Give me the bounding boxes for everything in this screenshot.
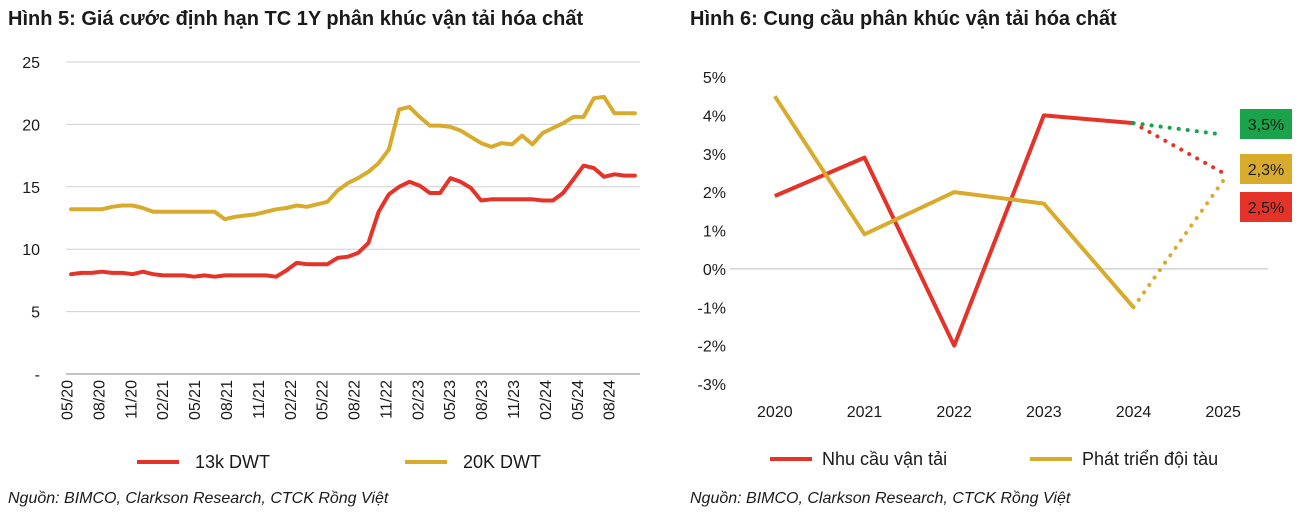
series-line-20k-dwt (69, 94, 637, 222)
legend-label: 13k DWT (195, 452, 270, 472)
series-line-1 (773, 95, 1136, 309)
source-note-left: Nguồn: BIMCO, Clarkson Research, CTCK Rồ… (8, 490, 389, 507)
y-tick-label: 5 (31, 305, 40, 322)
series-forecast-2 (1131, 121, 1226, 137)
x-tick-label: 02/22 (283, 380, 300, 420)
y-tick-label: 25 (22, 55, 40, 72)
x-tick-label: 2024 (1116, 404, 1152, 421)
x-tick-label: 02/23 (410, 380, 427, 420)
x-tick-label: 05/21 (187, 380, 204, 420)
x-tick-label: 11/20 (123, 380, 140, 419)
value-badge-label: 3,5% (1248, 117, 1284, 134)
y-tick-label: -1% (698, 300, 726, 317)
value-badge-label: 2,3% (1248, 162, 1284, 179)
legend-label: Nhu cầu vận tải (822, 449, 947, 469)
x-tick-label: 2025 (1205, 404, 1241, 421)
y-tick-label: 20 (22, 117, 40, 134)
x-tick-label: 08/22 (347, 380, 364, 420)
x-tick-label: 11/21 (251, 380, 268, 419)
y-tick-label: -2% (698, 339, 726, 356)
y-tick-label: - (35, 367, 40, 384)
legend-label: 20K DWT (463, 452, 541, 472)
y-tick-label: 2% (703, 185, 726, 202)
chart-2: -3% -2% -1% 0% 1% 2% 3% 4% 5% 2020 2021 2022 2023 202… (698, 70, 1292, 469)
x-tick-label: 08/20 (91, 380, 108, 420)
x-tick-label: 2021 (847, 404, 883, 421)
y-tick-label: 3% (703, 147, 726, 164)
chart-1: - 5 10 15 20 25 05/20 08/20 11/20 02/21 05/21 08/21… (22, 55, 640, 472)
x-tick-label: 08/21 (219, 380, 236, 420)
x-tick-label: 02/24 (538, 380, 555, 420)
x-tick-label: 11/23 (506, 380, 523, 419)
series-line-0 (774, 113, 1134, 348)
x-tick-label: 08/23 (474, 380, 491, 420)
value-badge (1240, 109, 1292, 139)
series-line-13k-dwt (69, 163, 637, 279)
x-tick-label: 05/22 (315, 380, 332, 420)
x-tick-label: 05/20 (60, 380, 77, 420)
x-tick-label: 05/24 (570, 380, 587, 420)
x-tick-label: 08/24 (602, 380, 619, 420)
x-tick-label: 2022 (936, 404, 972, 421)
series-forecast-0 (1131, 121, 1226, 175)
x-tick-label: 02/21 (155, 380, 172, 420)
y-tick-label: 10 (22, 242, 40, 259)
y-tick-label: 5% (703, 70, 726, 87)
y-tick-label: 1% (703, 224, 726, 241)
source-note-right: Nguồn: BIMCO, Clarkson Research, CTCK Rồ… (690, 490, 1071, 507)
x-tick-label: 2020 (757, 404, 793, 421)
value-badge (1240, 192, 1292, 222)
chart-title-right: Hình 6: Cung cầu phân khúc vận tải hóa c… (690, 8, 1117, 30)
x-tick-label: 11/22 (378, 380, 395, 419)
value-badge-label: 2,5% (1248, 200, 1284, 217)
series-forecast-1 (1131, 178, 1226, 310)
value-badge (1240, 154, 1292, 184)
y-tick-label: 0% (703, 262, 726, 279)
legend-label: Phát triển đội tàu (1082, 449, 1218, 469)
y-tick-label: 4% (703, 108, 726, 125)
x-tick-label: 05/23 (442, 380, 459, 420)
y-tick-label: -3% (698, 377, 726, 394)
y-tick-label: 15 (22, 180, 40, 197)
x-tick-label: 2023 (1026, 404, 1062, 421)
chart-title-left: Hình 5: Giá cước định hạn TC 1Y phân khú… (8, 8, 584, 30)
